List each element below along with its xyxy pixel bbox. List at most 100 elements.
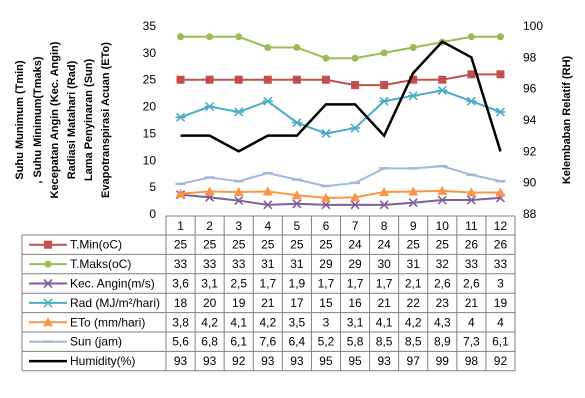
series-marker: [205, 75, 214, 84]
data-label: 22: [407, 296, 421, 310]
data-label: 20: [203, 296, 217, 310]
series-marker: [408, 198, 418, 208]
data-label: 6,4: [289, 335, 306, 349]
data-label: 5,6: [172, 335, 189, 349]
series-line: [180, 189, 501, 199]
series-marker: [321, 75, 330, 84]
series-marker: [350, 123, 361, 133]
y-right-tick-label: 88: [523, 207, 537, 221]
x-category-label: 8: [381, 219, 388, 233]
data-label: 21: [377, 296, 391, 310]
y-left-tick-label: 15: [143, 126, 157, 140]
data-label: 18: [174, 296, 188, 310]
series-marker: [291, 190, 302, 200]
data-label: 3,1: [201, 277, 218, 291]
series-marker: [351, 54, 359, 62]
series-marker: [204, 102, 215, 112]
data-label: 97: [407, 354, 421, 368]
y-right-tick-label: 98: [523, 50, 537, 64]
series-marker: [466, 96, 477, 106]
data-label: 33: [203, 257, 217, 271]
data-label: 4,3: [434, 315, 451, 329]
data-label: 2,1: [405, 277, 422, 291]
y-left-tick-label: 0: [149, 207, 156, 221]
x-category-label: 1: [177, 219, 184, 233]
y-right-tick-label: 100: [523, 19, 543, 33]
legend-marker: [43, 278, 53, 289]
data-label: 4,1: [230, 315, 247, 329]
legend-label: Rad (MJ/m²/hari): [70, 296, 160, 310]
data-label: 95: [348, 354, 362, 368]
data-label: 19: [232, 296, 246, 310]
y-right-tick-label: 90: [523, 176, 537, 190]
y-left-ticks: 0 5 10 15 20 25 30 35: [143, 19, 157, 221]
data-label: 7,3: [463, 335, 480, 349]
data-label: 1,9: [289, 277, 306, 291]
x-category-label: 11: [465, 219, 478, 233]
series-marker: [204, 186, 215, 196]
data-label: 16: [348, 296, 362, 310]
series-marker: [233, 186, 244, 196]
data-label: 25: [407, 238, 421, 252]
x-category-label: 10: [436, 219, 450, 233]
series-marker: [264, 43, 272, 51]
data-label: 25: [436, 238, 450, 252]
series-marker: [263, 200, 273, 210]
series-marker: [291, 118, 302, 128]
y-left-label-line: Evapotranspirasi Acuan (ETo): [100, 42, 112, 198]
data-label: 93: [174, 354, 188, 368]
data-label: 33: [174, 257, 188, 271]
legend-label: Sun (jam): [70, 335, 122, 349]
x-category-label: 6: [323, 219, 330, 233]
data-label: 32: [436, 257, 450, 271]
data-label: 26: [494, 238, 508, 252]
series-marker: [495, 107, 506, 117]
x-category-label: 5: [294, 219, 301, 233]
data-label: 30: [377, 257, 391, 271]
x-category-label: 9: [410, 219, 417, 233]
data-label: 2,6: [434, 277, 451, 291]
series-marker: [380, 49, 388, 57]
series-marker: [234, 196, 244, 206]
series-marker: [175, 112, 186, 122]
data-label: 33: [494, 257, 508, 271]
data-label: 8,5: [405, 335, 422, 349]
data-label: 29: [319, 257, 333, 271]
series-marker: [496, 70, 505, 79]
data-label: 3,5: [289, 315, 306, 329]
data-label: 4,2: [201, 315, 218, 329]
legend-label: Kec. Angin(m/s): [70, 277, 155, 291]
series-line: [180, 193, 501, 206]
data-label: 33: [232, 257, 246, 271]
series-marker: [350, 192, 361, 202]
y-left-tick-label: 30: [143, 46, 157, 60]
y-left-tick-label: 10: [143, 153, 157, 167]
y-right-tick-label: 96: [523, 82, 537, 96]
series-marker: [438, 75, 447, 84]
series-marker: [206, 33, 214, 41]
y-left-label-line: Kecepatan Angin (Kec. Angin): [49, 41, 61, 198]
series-marker: [262, 186, 273, 196]
series-marker: [437, 195, 447, 205]
data-label: 7,6: [259, 335, 276, 349]
series-marker: [321, 200, 331, 210]
data-label: 17: [290, 296, 304, 310]
data-label: 5,8: [347, 335, 364, 349]
series-marker: [350, 200, 360, 210]
series-marker: [379, 96, 390, 106]
series-line: [180, 73, 501, 87]
series-marker: [408, 91, 419, 101]
legend-marker: [43, 317, 53, 327]
data-label: 1,7: [318, 277, 335, 291]
data-label: 25: [174, 238, 188, 252]
data-label: 4,1: [376, 315, 393, 329]
series-marker: [437, 85, 448, 96]
data-label: 1,7: [376, 277, 393, 291]
data-label: 1,7: [259, 277, 276, 291]
data-label: 6,1: [230, 335, 247, 349]
series-marker: [380, 81, 389, 90]
data-label: 25: [319, 238, 333, 252]
y-right-label: Kelembaban Relatif (RH): [561, 55, 573, 184]
series-marker: [466, 187, 477, 197]
